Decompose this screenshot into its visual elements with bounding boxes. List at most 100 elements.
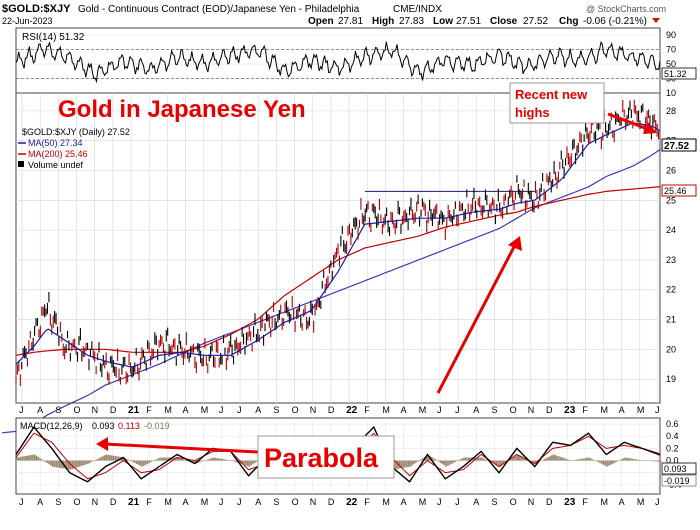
macd-hist-bar	[76, 460, 79, 468]
macd-hist-bar	[629, 458, 632, 461]
macd-hist-bar	[223, 459, 226, 461]
macd-hist-bar	[125, 458, 127, 461]
macd-x-tick-label: J	[219, 497, 224, 507]
macd-hist-bar	[636, 459, 639, 461]
parabola-box	[257, 435, 395, 479]
parabola-label: Parabola	[264, 443, 379, 473]
macd-hist-bar	[574, 459, 576, 461]
macd-x-tick-label: 22	[346, 497, 358, 508]
macd-hist-bar	[166, 457, 168, 461]
macd-hist-bar	[139, 460, 142, 466]
macd-x-tick-label: 23	[564, 497, 576, 508]
price-x-tick-label: D	[328, 405, 335, 415]
macd-hist-bar	[200, 460, 202, 462]
macd-hist-bar	[457, 460, 460, 461]
macd-hist-bar	[397, 460, 399, 469]
macd-hist-bar	[146, 460, 149, 464]
macd-hist-bar	[221, 459, 224, 461]
low-value: 27.51	[456, 16, 481, 27]
macd-hist-bar	[98, 458, 100, 461]
macd-hist-bar	[168, 457, 170, 461]
macd-hist-bar	[486, 460, 489, 461]
macd-hist-bar	[413, 460, 415, 465]
macd-hist-bar	[103, 455, 106, 461]
macd-tick-label: 0.2	[666, 443, 679, 453]
macd-hist-bar	[550, 455, 553, 461]
macd-hist-bar	[46, 460, 49, 463]
macd-hist-bar	[584, 458, 587, 461]
macd-hist-bar	[645, 460, 648, 462]
down-triangle-icon	[652, 18, 660, 23]
rsi-legend: RSI(14) 51.32	[22, 32, 85, 43]
macd-hist-bar	[203, 460, 206, 462]
macd-hist-bar	[207, 459, 210, 461]
macd-hist-bar	[568, 459, 571, 461]
macd-x-tick-label: J	[455, 497, 460, 507]
macd-x-tick-label: F	[364, 497, 370, 507]
low-label: Low	[433, 16, 453, 27]
macd-hist-bar	[499, 460, 501, 467]
macd-hist-bar	[236, 460, 238, 463]
ma50-line	[15, 122, 661, 368]
macd-hist-bar	[144, 460, 147, 465]
price-x-tick-label: S	[273, 405, 279, 415]
macd-x-tick-label: D	[546, 497, 553, 507]
macd-hist-bar	[148, 460, 150, 463]
macd-hist-bar	[579, 459, 582, 461]
macd-x-tick-label: M	[419, 497, 427, 507]
macd-hist-bar	[137, 460, 140, 465]
macd-hist-bar	[116, 456, 118, 461]
macd-hist-bar	[631, 458, 633, 461]
macd-hist-bar	[634, 459, 637, 461]
symbol: $GOLD:$XJY	[2, 3, 71, 15]
macd-hist-bar	[497, 460, 499, 466]
macd-x-tick-label: N	[528, 497, 535, 507]
macd-hist-bar	[153, 460, 156, 461]
macd-hist-bar	[638, 459, 641, 461]
macd-hist-bar	[618, 460, 621, 461]
macd-x-tick-label: J	[19, 497, 24, 507]
macd-hist-bar	[55, 460, 57, 468]
chg-value: -0.06 (-0.21%)	[583, 16, 647, 27]
macd-hist-bar	[87, 460, 90, 464]
macd-hist-bar	[556, 455, 558, 461]
macd-x-tick-label: S	[55, 497, 61, 507]
macd-hist-bar	[404, 460, 406, 468]
macd-hist-bar	[96, 459, 99, 461]
parabola-line	[1, 149, 661, 434]
macd-hist-bar	[504, 460, 506, 463]
macd-hist-bar	[643, 460, 646, 462]
open-label: Open	[308, 16, 334, 27]
macd-hist-bar	[418, 460, 421, 462]
macd-hist-bar	[83, 460, 86, 465]
macd-hist-bar	[520, 456, 523, 461]
price-x-tick-label: D	[546, 405, 553, 415]
macd-hist-bar	[395, 460, 397, 470]
macd-hist-bar	[69, 460, 72, 470]
recent-highs-arrow	[607, 112, 651, 132]
macd-hist-bar	[443, 460, 446, 466]
macd-x-tick-label: J	[237, 497, 242, 507]
price-last-label: 27.52	[664, 141, 689, 152]
macd-hist-bar	[409, 460, 412, 467]
macd-hist-bar	[473, 457, 476, 461]
macd-hist-bar	[117, 456, 120, 461]
macd-hist-bar	[522, 457, 524, 461]
price-x-tick-label: N	[310, 405, 317, 415]
macd-hist-bar	[466, 457, 469, 461]
macd-hist-bar	[654, 460, 657, 462]
macd-hist-bar	[44, 460, 47, 462]
price-last-box	[661, 138, 697, 152]
macd-hist-bar	[32, 454, 34, 461]
macd-hist-bar	[407, 460, 410, 467]
macd-hist-bar	[622, 458, 625, 461]
macd-hist-bar	[67, 460, 70, 470]
macd-x-tick-label: D	[328, 497, 335, 507]
macd-hist-bar	[107, 454, 109, 461]
macd-hist-bar	[141, 460, 143, 467]
rsi-tick-label: 50	[666, 59, 676, 69]
macd-hist-bar	[599, 460, 601, 463]
macd-hist-bar	[475, 457, 478, 461]
macd-hist-bar	[234, 460, 236, 462]
